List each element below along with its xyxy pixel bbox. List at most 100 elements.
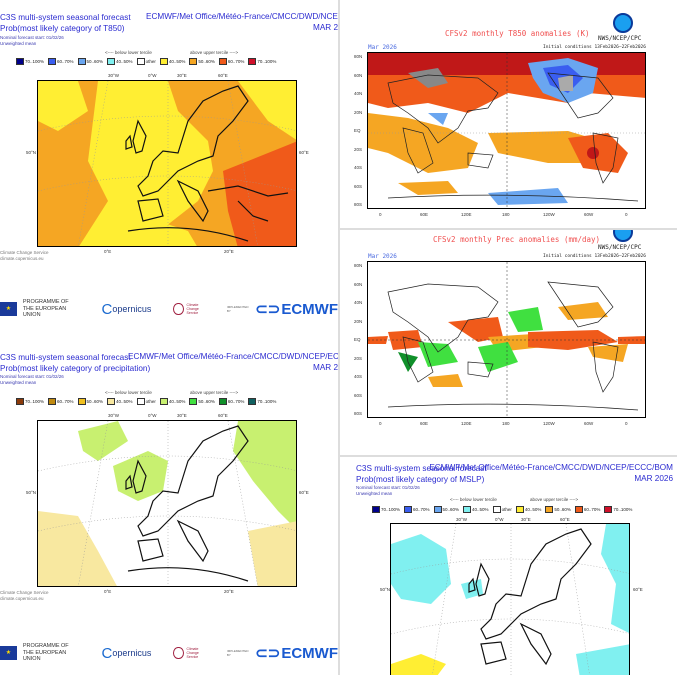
legend-swatch: [48, 398, 57, 405]
legend-label: 70..100%: [381, 507, 401, 512]
title-line2: Prob(most likely category of precipitati…: [0, 364, 151, 373]
eu-flag-icon: ★: [0, 646, 17, 660]
tick-label: 60°E: [299, 490, 309, 495]
lat-tick: 80N: [354, 54, 363, 59]
eu-line1: PROGRAMME OF: [22, 299, 69, 306]
legend-label: other: [145, 399, 156, 404]
legend-item: 60..70%: [218, 58, 245, 65]
noaa-logo-icon: [613, 13, 633, 33]
legend-swatch: [136, 398, 145, 405]
legend-label: 40..50%: [116, 59, 133, 64]
ccs-logo: Climate Change Service: [173, 647, 207, 659]
legend-label: 50..60%: [86, 59, 104, 64]
ccs-url: climate.copernicus.eu: [0, 596, 44, 601]
legend-item: 40..50%: [159, 398, 186, 405]
lat-tick: 40S: [354, 374, 363, 379]
legend-label: 70..100%: [25, 59, 45, 64]
legend-label: 50..60%: [442, 507, 460, 512]
legend-item: 50..60%: [189, 398, 215, 405]
precipitation-europe-map: [37, 420, 297, 587]
mslp-forecast-panel: C3S multi-system seasonal forecast Prob(…: [340, 457, 677, 675]
title-line2: Prob(most likely category of MSLP): [356, 475, 485, 484]
copernicus-c-icon: C: [101, 300, 113, 318]
lon-tick: 120W: [543, 421, 555, 426]
legend-swatch: [189, 398, 198, 405]
legend-item: 50..60%: [189, 58, 215, 65]
lat-tick: 80S: [354, 411, 363, 416]
t850-forecast-panel: C3S multi-system seasonal forecast Prob(…: [0, 0, 338, 340]
tick-label: 60°E: [299, 150, 309, 155]
legend-label: 60..70%: [227, 59, 245, 64]
lat-tick: 60N: [354, 281, 363, 287]
lon-tick: 60W: [584, 212, 594, 217]
copernicus-text: opernicus: [112, 648, 152, 658]
ccs-line1: Climate: [186, 303, 199, 307]
legend-label: 70..100%: [25, 399, 45, 404]
lat-tick: 20N: [354, 109, 363, 115]
color-legend: 70..100% 60..70% 50..60% 40..50% other 40..50…: [16, 58, 276, 65]
below-tercile-label: <---- below lower tercile: [105, 390, 152, 395]
legend-swatch: [16, 58, 24, 65]
month-label: Mar 2026: [368, 253, 397, 260]
mslp-europe-map: [390, 523, 630, 675]
legend-label: 60..70%: [413, 507, 430, 512]
lat-tick: 60S: [354, 183, 363, 189]
legend-label: 50..60%: [198, 59, 215, 64]
panel-title: C3S multi-system seasonal forecast Prob(…: [0, 12, 131, 34]
legend-item: 70..100%: [604, 506, 632, 513]
lon-tick: 0: [625, 212, 628, 217]
title-line1: C3S multi-system seasonal forecast: [0, 13, 131, 22]
ccs-credit: Climate Change Service climate.copernicu…: [0, 590, 49, 602]
legend-swatch: [574, 506, 583, 513]
chart-title: CFSv2 monthly T850 anomalies (K): [445, 29, 590, 38]
lon-tick: 120E: [461, 421, 472, 426]
legend-item: other: [136, 398, 156, 405]
month: MAR 2026: [634, 474, 673, 483]
sources: ECMWF/Met Office/Météo-France/CMCC/DWD/N…: [128, 352, 338, 361]
eu-line2: THE EUROPEAN UNION: [22, 649, 67, 663]
legend-swatch: [107, 58, 116, 65]
legend-item: 40..50%: [515, 506, 541, 513]
legend-label: 70..100%: [257, 59, 277, 64]
lon-tick: 0: [379, 421, 382, 426]
legend-item: 50..60%: [433, 506, 460, 513]
legend-item: 50..60%: [77, 58, 104, 65]
legend-swatch: [515, 506, 524, 513]
legend-item: 40..50%: [107, 58, 133, 65]
legend-item: 70..100%: [16, 398, 44, 405]
eu-programme-label: PROGRAMME OF THE EUROPEAN UNION: [23, 299, 76, 319]
ccs-url: climate.copernicus.eu: [0, 256, 44, 261]
legend-swatch: [372, 506, 380, 513]
ecmwf-symbol-icon: ⊂⊃: [255, 645, 281, 662]
legend-item: other: [492, 506, 512, 513]
above-tercile-label: above upper tercile ---->: [530, 497, 579, 502]
cfs-t850-panel: CFSv2 monthly T850 anomalies (K) NWS/NCE…: [340, 0, 677, 228]
lon-tick: 0: [625, 421, 628, 426]
legend-item: other: [136, 58, 156, 65]
title-line2: Prob(most likely category of T850): [0, 24, 125, 33]
legend-item: 50..60%: [77, 398, 103, 405]
legend-label: 70..100%: [257, 399, 277, 404]
legend-label: 50..60%: [554, 507, 571, 512]
tick-label: 60°E: [633, 587, 643, 592]
weighting: Unweighted mean: [0, 380, 37, 385]
legend-label: 40..50%: [168, 399, 186, 404]
legend-item: 70..100%: [16, 58, 44, 65]
lat-tick: 60S: [354, 392, 363, 398]
tick-label: 30°E: [177, 413, 187, 418]
month: MAR 2026: [313, 23, 338, 32]
lat-tick: EQ: [354, 337, 361, 342]
tick-label: 30°W: [108, 413, 120, 418]
legend-label: 40..50%: [116, 399, 133, 404]
lat-tick: 80S: [354, 202, 363, 207]
legend-item: 40..50%: [463, 506, 489, 513]
meta: Nominal forecast start: 01/02/26 Unweigh…: [356, 485, 420, 497]
chart-title: CFSv2 monthly Prec anomalies (mm/day): [433, 235, 601, 244]
ccs-credit-text: Climate Change Service: [0, 590, 49, 595]
legend-item: 60..70%: [574, 506, 600, 513]
legend-swatch: [248, 58, 257, 65]
legend-item: 60..70%: [48, 398, 74, 405]
weighting: Unweighted mean: [356, 491, 393, 496]
eu-flag-icon: ★: [0, 302, 17, 316]
